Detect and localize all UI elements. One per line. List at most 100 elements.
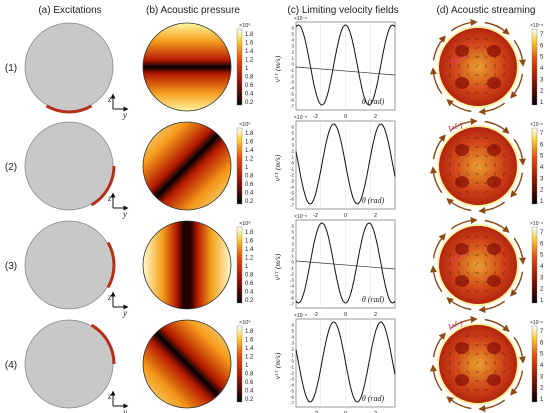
velocity-y-tick: 5 [291, 32, 294, 37]
velocity-y-tick: 1 [291, 155, 294, 160]
streaming-vector [503, 370, 505, 374]
streaming-vector [484, 46, 488, 50]
streaming-vector [457, 244, 461, 248]
streaming-vector [503, 154, 505, 158]
velocity-y-tick: -7 [290, 104, 294, 109]
streaming-boundary-arrow [432, 35, 446, 61]
streaming-vector [484, 236, 488, 238]
pressure-colorbar [236, 127, 243, 205]
velocity-x-tick: -2 [313, 213, 318, 219]
streaming-vector [503, 55, 505, 59]
pressure-colorbar [236, 325, 243, 403]
streaming-vector [475, 163, 479, 167]
streaming-vector [466, 352, 470, 356]
streaming-vector [457, 46, 461, 50]
velocity-curve [295, 24, 396, 106]
figure-row-4: (4)zy×10⁶1.81.61.41.210.80.60.40.2654321… [5, 313, 544, 413]
streaming-vector [457, 280, 461, 284]
velocity-plot-exponent: ×10⁻⁵ [294, 313, 307, 319]
streaming-vector [457, 82, 461, 86]
streaming-colorbar [531, 325, 538, 403]
excitation-arc [90, 323, 116, 365]
velocity-y-tick: 1 [291, 254, 294, 259]
streaming-colorbar-tick: 4 [540, 66, 544, 72]
velocity-x-label: θ (rad) [362, 295, 385, 304]
streaming-vector [484, 271, 488, 275]
streaming-boundary-arrow [513, 336, 526, 364]
streaming-colorbar-tick: 6 [540, 142, 544, 148]
streaming-boundary-arrow [430, 265, 443, 293]
streaming-colorbar-tick: 4 [540, 165, 544, 171]
velocity-x-tick: -2 [313, 114, 318, 120]
velocity-y-tick: -5 [290, 92, 294, 97]
streaming-vector [449, 370, 451, 374]
streaming-vector [484, 370, 488, 374]
streaming-colorbar-tick: 6 [540, 43, 544, 49]
streaming-colorbar [531, 127, 538, 205]
pressure-colorbar-tick: 1 [245, 165, 249, 171]
streaming-colorbar-exponent: ×10⁻⁶ [530, 122, 543, 128]
pressure-colorbar-tick: 1.6 [245, 140, 254, 146]
streaming-boundary-arrow [513, 237, 526, 265]
velocity-x-tick: 2 [374, 213, 377, 219]
streaming-vector [457, 352, 461, 356]
streaming-boundary-arrow [484, 219, 510, 233]
streaming-colorbar-tick: 5 [540, 352, 544, 358]
streaming-colorbar-tick: 2 [540, 89, 544, 95]
velocity-y-tick: -1 [290, 365, 294, 370]
streaming-boundary-arrow [478, 399, 506, 412]
velocity-x-tick: 0 [344, 411, 347, 413]
streaming-vector [484, 181, 488, 185]
vortex-core [487, 45, 501, 57]
pressure-colorbar-tick: 0.4 [245, 290, 254, 296]
streaming-vector [457, 370, 461, 374]
velocity-y-tick: 2 [291, 149, 294, 154]
streaming-vector [503, 271, 505, 275]
velocity-y-tick: -4 [290, 185, 294, 190]
streaming-vector [503, 172, 505, 176]
figure-row-2: (2)zy×10⁶1.81.61.41.210.80.60.40.2654321… [5, 115, 544, 219]
pressure-map [142, 319, 232, 409]
velocity-y-tick: -1 [290, 167, 294, 172]
streaming-colorbar-tick: 6 [540, 340, 544, 346]
streaming-colorbar-tick: 7 [540, 230, 544, 236]
pressure-colorbar-exponent: ×10⁶ [239, 121, 251, 128]
pressure-colorbar-tick: 0.6 [245, 182, 254, 188]
streaming-vector [466, 379, 470, 383]
velocity-y-tick: 2 [291, 347, 294, 352]
streaming-boundary-arrow [446, 198, 472, 212]
streaming-boundary-arrow [446, 297, 472, 311]
streaming-vector [466, 370, 470, 374]
pressure-colorbar-tick: 0.4 [245, 389, 254, 395]
streaming-vector [466, 244, 470, 248]
velocity-y-tick: -6 [290, 296, 294, 301]
streaming-colorbar-tick: 5 [540, 154, 544, 160]
excitation-disk [24, 220, 114, 310]
velocity-y-tick: -2 [290, 371, 294, 376]
streaming-vector [457, 73, 461, 77]
vortex-core [487, 77, 501, 89]
streaming-symbol-label: vᴸᵀ [448, 120, 465, 135]
streaming-colorbar [531, 28, 538, 106]
streaming-vector [484, 253, 488, 257]
column-header-limiting-velocity: (c) Limiting velocity fields [287, 5, 398, 16]
streaming-vector [449, 55, 451, 59]
velocity-zero-line [295, 260, 396, 270]
streaming-symbol-label: vᴸᵀ [450, 251, 467, 266]
figure-row-1: (1)zy×10⁶1.81.61.41.210.80.60.40.2654321… [5, 16, 544, 120]
streaming-colorbar-tick: 5 [540, 253, 544, 259]
velocity-y-tick: 4 [291, 137, 294, 142]
streaming-vector [484, 335, 488, 337]
velocity-y-tick: 6 [291, 125, 294, 130]
y-axis-label: y [122, 209, 127, 219]
column-header-excitations: (a) Excitations [38, 5, 101, 16]
velocity-y-tick: 1 [291, 56, 294, 61]
velocity-y-label: vᴸᵀ (m/s) [273, 253, 282, 280]
velocity-y-tick: 6 [291, 224, 294, 229]
velocity-y-tick: -7 [290, 203, 294, 208]
streaming-vector [503, 352, 505, 356]
streaming-boundary-arrow [450, 316, 478, 329]
z-axis-label: z [107, 391, 112, 401]
row-label: (4) [5, 360, 17, 371]
